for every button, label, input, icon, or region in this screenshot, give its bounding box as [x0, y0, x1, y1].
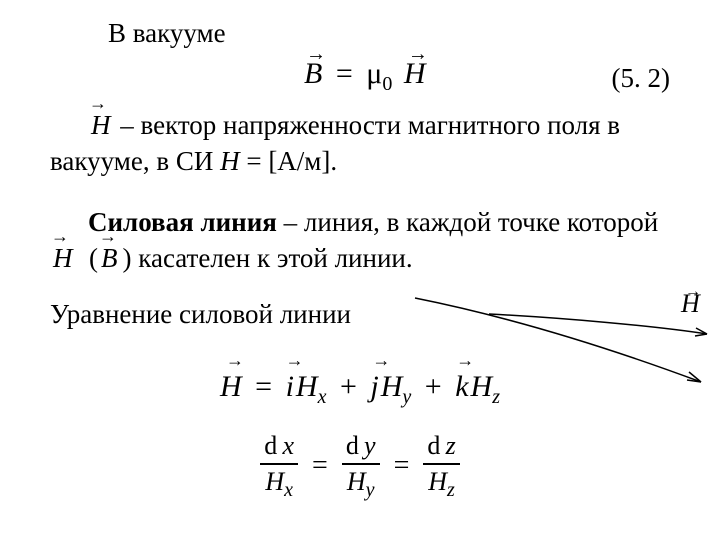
para-field-line-def: Силовая линия – линия, в каждой точке ко… — [50, 204, 670, 277]
vector-H-inline: →H — [50, 240, 76, 276]
equation-B-mu0-H: →B = μ0 →H — [304, 57, 426, 96]
formula-5-2: →B = μ0 →H (5. 2) — [50, 57, 670, 105]
vector-H-symbol: →H — [88, 107, 114, 143]
field-curve-1 — [415, 298, 701, 382]
vector-B-inline: →B — [98, 240, 121, 276]
field-H-arrow-icon: → — [685, 290, 701, 300]
equation-number: (5. 2) — [612, 63, 670, 94]
heading-vacuum: В вакууме — [108, 18, 670, 49]
equation-field-line-differential: d x Hx = d y Hy = d z Hz — [50, 431, 670, 502]
para-H-definition: →H – вектор напряженности магнитного пол… — [50, 107, 670, 180]
field-line-diagram: H → — [405, 290, 720, 400]
